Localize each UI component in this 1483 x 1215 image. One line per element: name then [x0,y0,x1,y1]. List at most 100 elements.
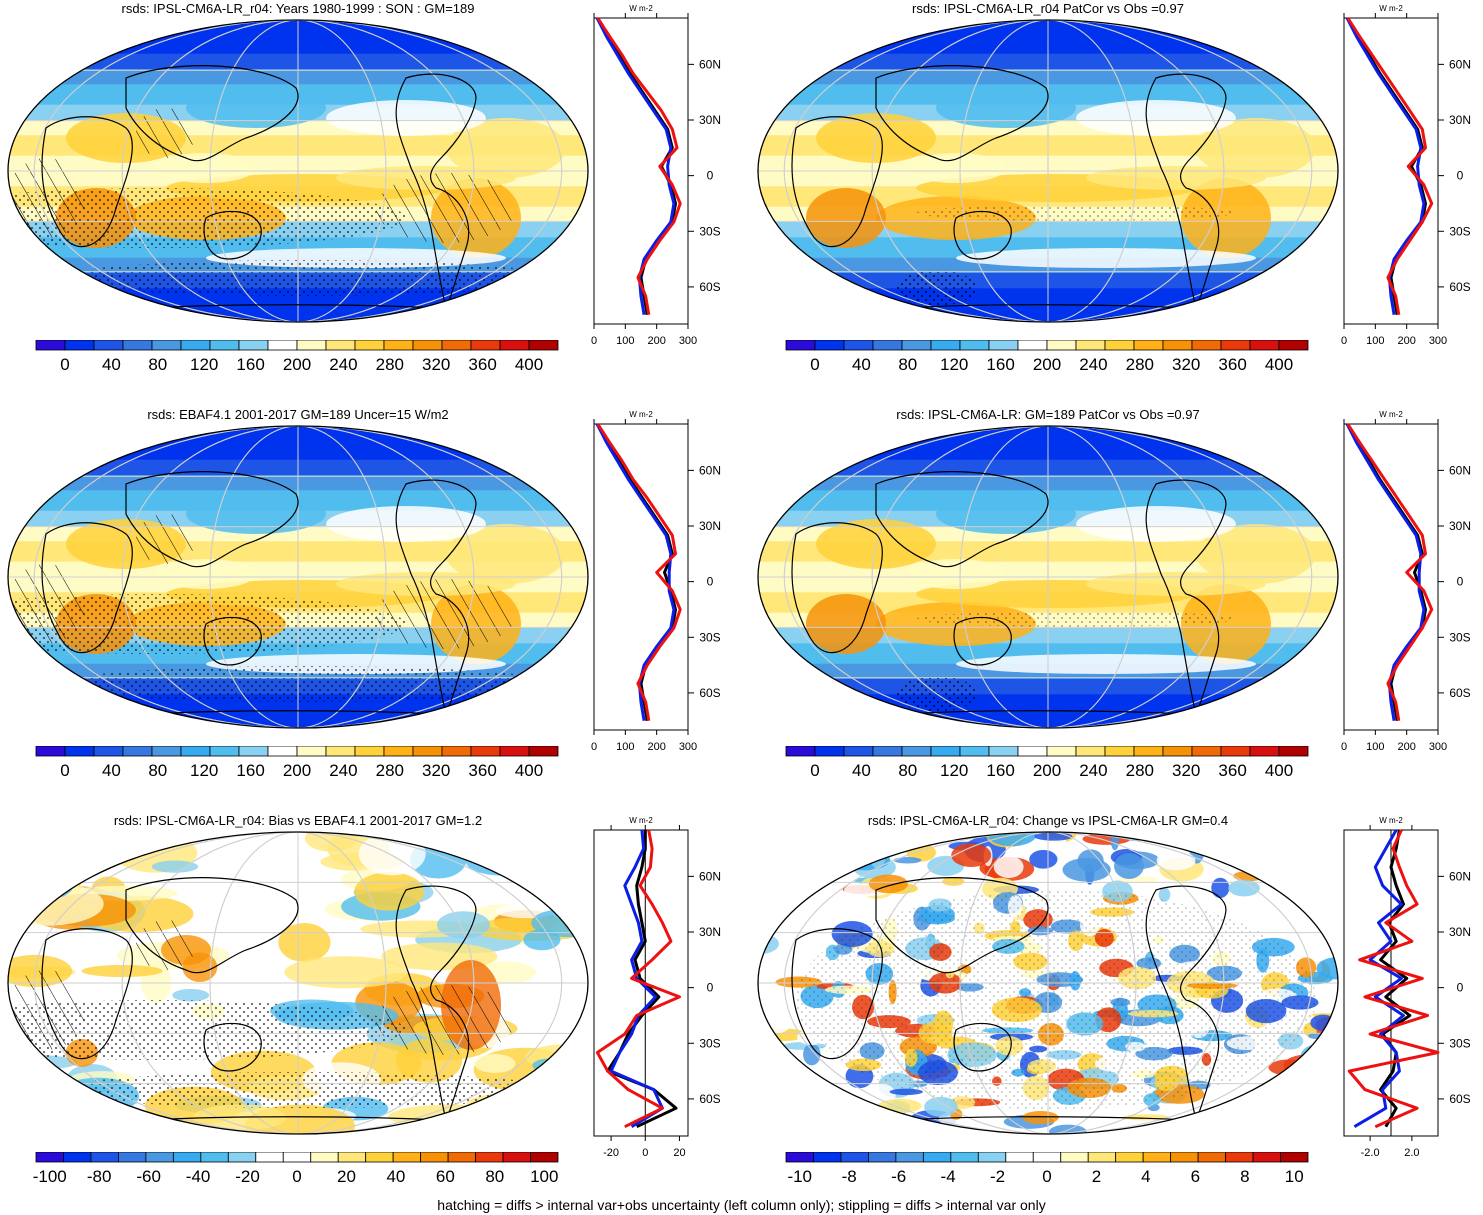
panel-1: rsds: IPSL-CM6A-LR_r04: Years 1980-1999 … [0,0,733,400]
colorbar-swatch [1162,746,1193,757]
colorbar-swatch [209,746,240,757]
panel-3: rsds: EBAF4.1 2001-2017 GM=189 Uncer=15 … [0,406,733,806]
colorbar-tick-label: 0 [60,761,69,780]
profile-lat-tick-label: 30S [1449,630,1470,644]
world-map [757,425,1339,729]
colorbar-swatch [325,340,356,351]
profile-series-other [1346,423,1434,721]
profile-x-tick-label: 200 [1397,741,1415,753]
profile-units-label: W m-2 [1379,410,1403,419]
colorbar-tick-label: 80 [485,1167,504,1186]
colorbar-swatch [90,1152,119,1163]
colorbar-swatch [64,340,95,351]
colorbar-swatch [530,1152,559,1163]
colorbar-tick-label: 0 [292,1167,301,1186]
profile-lat-tick-label: 60S [1449,1092,1470,1106]
colorbar-swatch [35,746,66,757]
colorbar-tick-label: 240 [329,355,357,374]
colorbar-tick-label: 160 [236,355,264,374]
colorbar-swatch [267,340,298,351]
colorbar-swatch [354,340,385,351]
colorbar-swatch [238,746,269,757]
panel-4: rsds: IPSL-CM6A-LR: GM=189 PatCor vs Obs… [750,406,1483,806]
colorbar-tick-label: 200 [1033,355,1061,374]
colorbar-swatch [383,340,414,351]
profile-series-other [1346,17,1434,315]
colorbar-tick-label: -4 [941,1167,956,1186]
profile-lat-tick-label: 60N [1449,463,1471,477]
colorbar-tick-label: 120 [940,761,968,780]
zonal-mean-profile: 0 100 200 300 W m-2 60N 30N 0 30S 60S [1341,4,1471,347]
profile-x-tick-label: 0 [1341,741,1347,753]
profile-lat-tick-label: 60S [1449,686,1470,700]
colorbar-swatch [922,1152,952,1163]
colorbar-tick-label: 0 [810,761,819,780]
colorbar-tick-label: 80 [898,355,917,374]
colorbar-swatch [35,340,66,351]
profile-series-other [596,423,682,721]
colorbar-tick-label: 320 [422,761,450,780]
colorbar-tick-label: 40 [852,355,871,374]
colorbar-swatch [1225,1152,1254,1163]
colorbar-swatch [895,1152,924,1163]
profile-x-tick-label: 2.0 [1404,1147,1419,1159]
profile-lat-tick-label: 60S [1449,280,1470,294]
colorbar-tick-label: 280 [1126,355,1154,374]
colorbar-swatch [901,746,932,757]
colorbar-tick-label: 20 [337,1167,356,1186]
colorbar-tick-label: -8 [842,1167,857,1186]
colorbar-swatch [901,340,932,351]
colorbar: 0 40 80 120 160 200 240 280 320 360 400 [785,746,1309,780]
colorbar-swatch [868,1152,897,1163]
profile-series-obs [1353,829,1405,1128]
colorbar-swatch [785,340,816,351]
colorbar-swatch [354,746,385,757]
profile-x-tick-label: 200 [647,335,665,347]
panel-title: rsds: IPSL-CM6A-LR_r04: Bias vs EBAF4.1 … [113,813,483,828]
panel-title: rsds: IPSL-CM6A-LR_r04 PatCor vs Obs =0.… [911,1,1185,16]
colorbar-swatch [180,340,211,351]
colorbar-tick-label: 400 [515,761,543,780]
colorbar-tick-label: 10 [1285,1167,1304,1186]
profile-lat-tick-label: 60N [699,463,721,477]
colorbar-swatch [447,1152,476,1163]
profile-x-tick-label: 200 [1397,335,1415,347]
profile-x-tick-label: 0 [642,1147,648,1159]
colorbar-swatch [1278,746,1309,757]
colorbar-swatch [1280,1152,1309,1163]
colorbar-swatch [296,340,327,351]
profile-lat-tick-label: 30N [699,925,721,939]
profile-lat-tick-label: 30N [1449,925,1471,939]
colorbar-swatch [814,340,845,351]
profile-x-tick-label: 200 [647,741,665,753]
panel-title: rsds: EBAF4.1 2001-2017 GM=189 Uncer=15 … [147,407,449,422]
colorbar-swatch [200,1152,229,1163]
colorbar-tick-label: 400 [1265,761,1293,780]
colorbar-tick-label: 400 [515,355,543,374]
colorbar-swatch [785,1152,814,1163]
profile-units-label: W m-2 [1379,4,1403,13]
profile-x-tick-label: -2.0 [1361,1147,1380,1159]
colorbar-swatch [1191,340,1222,351]
colorbar-swatch [1142,1152,1172,1163]
colorbar-tick-label: 60 [436,1167,455,1186]
colorbar-tick-label: -60 [136,1167,161,1186]
colorbar-swatch [1170,1152,1199,1163]
profile-x-tick-label: 100 [1366,335,1384,347]
colorbar-tick-label: 80 [148,355,167,374]
colorbar-swatch [209,340,240,351]
profile-lat-tick-label: 60S [699,280,720,294]
footer-note: hatching = diffs > internal var+obs unce… [437,1197,1046,1213]
world-map [757,19,1339,323]
colorbar-tick-label: 4 [1141,1167,1150,1186]
colorbar-swatch [383,746,414,757]
profile-lat-tick-label: 0 [1457,169,1464,183]
colorbar-swatch [1191,746,1222,757]
colorbar-swatch [151,746,182,757]
profile-lat-tick-label: 60N [1449,57,1471,71]
colorbar-swatch [1075,746,1106,757]
profile-lat-tick-label: 60S [699,686,720,700]
colorbar-tick-label: 360 [468,761,496,780]
colorbar-tick-label: 0 [810,355,819,374]
colorbar-swatch [145,1152,174,1163]
